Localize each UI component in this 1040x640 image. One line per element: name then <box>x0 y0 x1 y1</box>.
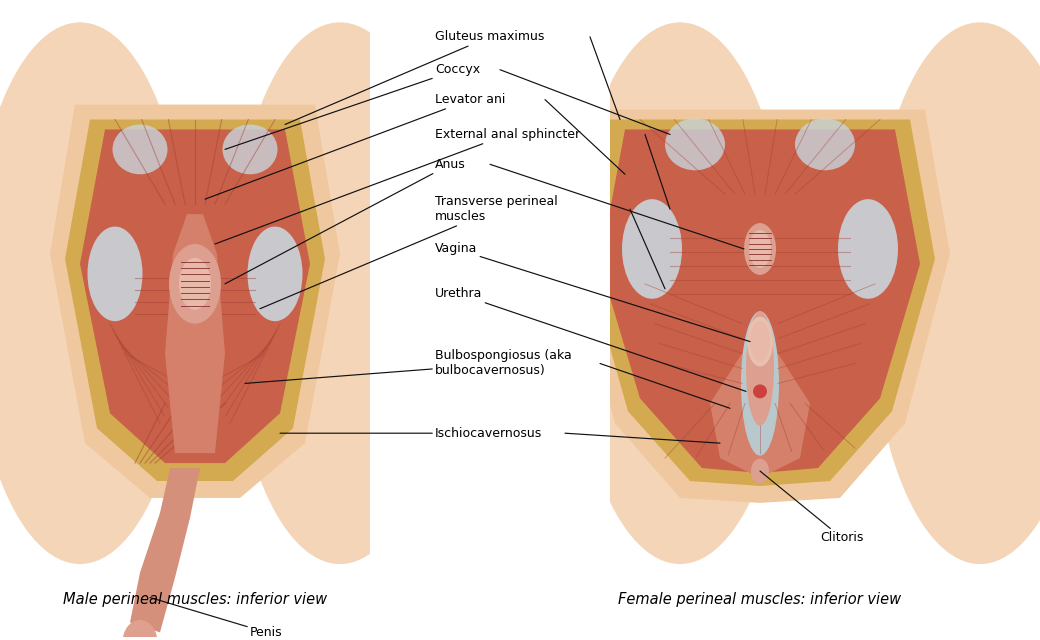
Ellipse shape <box>744 223 776 275</box>
Ellipse shape <box>751 459 769 483</box>
Ellipse shape <box>112 125 167 174</box>
Ellipse shape <box>87 227 142 321</box>
Ellipse shape <box>168 244 222 324</box>
Ellipse shape <box>179 258 211 310</box>
Polygon shape <box>710 333 810 478</box>
Text: Gluteus maximus: Gluteus maximus <box>285 30 544 125</box>
Polygon shape <box>165 214 225 453</box>
Ellipse shape <box>248 227 303 321</box>
Text: Clitoris: Clitoris <box>760 471 863 544</box>
Text: Vagina: Vagina <box>435 243 750 342</box>
Polygon shape <box>600 129 920 473</box>
Text: Urethra: Urethra <box>435 287 746 392</box>
Ellipse shape <box>746 311 774 426</box>
Ellipse shape <box>749 230 771 268</box>
Text: External anal sphincter: External anal sphincter <box>215 128 580 244</box>
Ellipse shape <box>870 22 1040 564</box>
Ellipse shape <box>747 317 773 367</box>
Polygon shape <box>130 468 200 632</box>
Polygon shape <box>50 104 340 498</box>
Ellipse shape <box>740 311 779 456</box>
Text: Ischiocavernosus: Ischiocavernosus <box>280 427 542 440</box>
Ellipse shape <box>622 199 682 299</box>
Ellipse shape <box>750 322 770 362</box>
Text: Female perineal muscles: inferior view: Female perineal muscles: inferior view <box>619 592 902 607</box>
Ellipse shape <box>753 385 768 398</box>
Ellipse shape <box>570 22 790 564</box>
Text: Bulbospongiosus (aka
bulbocavernosus): Bulbospongiosus (aka bulbocavernosus) <box>245 349 572 383</box>
Ellipse shape <box>665 118 725 170</box>
Text: Coccyx: Coccyx <box>225 63 480 149</box>
Ellipse shape <box>0 22 190 564</box>
Text: Levator ani: Levator ani <box>205 93 505 199</box>
Ellipse shape <box>838 199 898 299</box>
Ellipse shape <box>123 620 157 640</box>
Text: Penis: Penis <box>150 598 283 639</box>
Text: Male perineal muscles: inferior view: Male perineal muscles: inferior view <box>63 592 327 607</box>
Text: Anus: Anus <box>225 158 466 284</box>
Polygon shape <box>584 120 935 486</box>
Ellipse shape <box>230 22 450 564</box>
Text: Transverse perineal
muscles: Transverse perineal muscles <box>260 195 557 308</box>
Bar <box>370 32 610 637</box>
Polygon shape <box>570 109 950 503</box>
Ellipse shape <box>795 118 855 170</box>
Polygon shape <box>80 129 310 463</box>
Polygon shape <box>64 120 324 481</box>
Ellipse shape <box>223 125 278 174</box>
